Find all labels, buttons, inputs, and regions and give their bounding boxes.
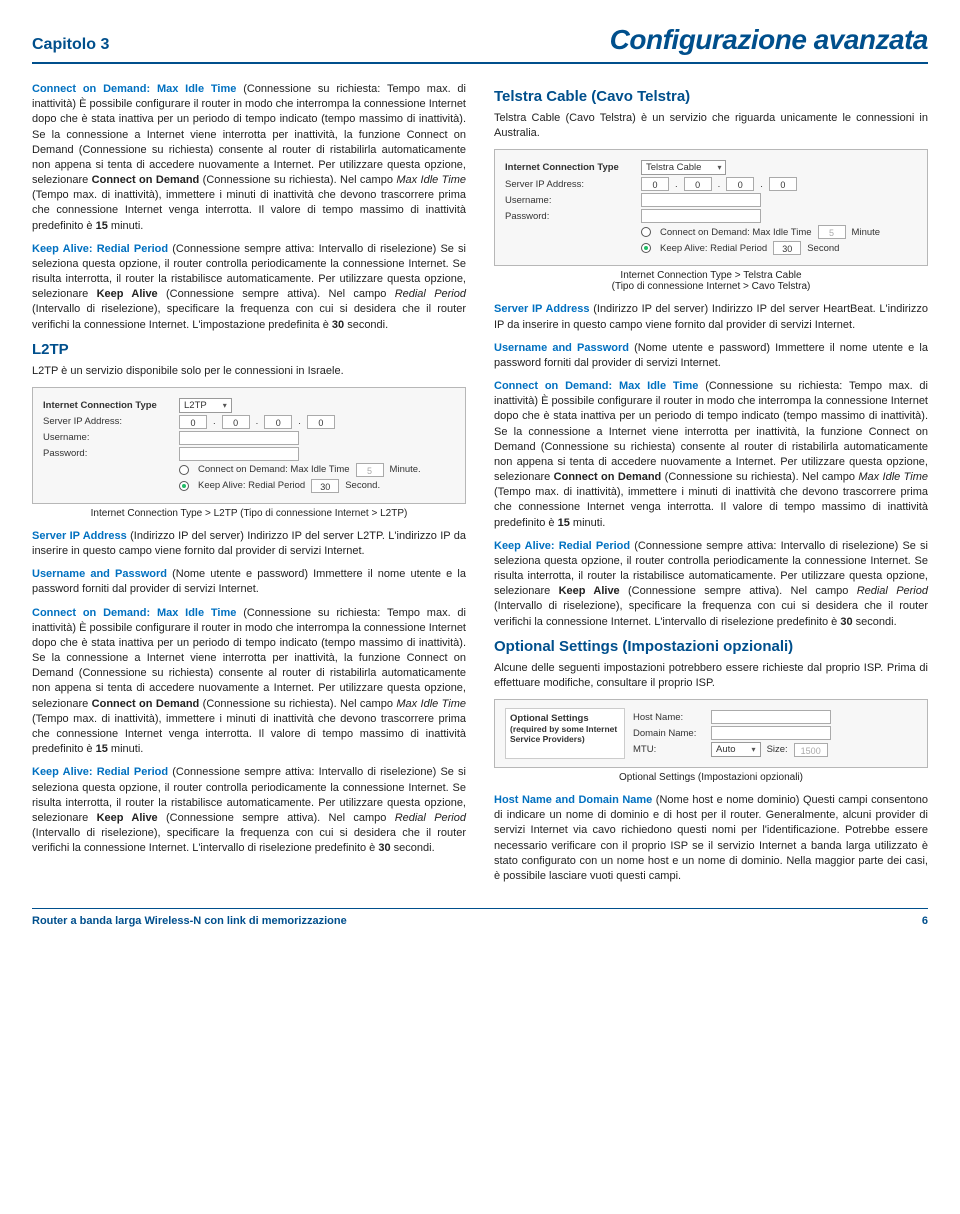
para-keepalive-2: Keep Alive: Redial Period (Connessione s… [32, 765, 466, 856]
right-column: Telstra Cable (Cavo Telstra) Telstra Cab… [494, 82, 928, 892]
chapter-label: Capitolo 3 [32, 36, 109, 54]
fig2-ip-3[interactable]: 0 [769, 177, 797, 191]
fig1-user-label: Username: [43, 432, 173, 443]
fig2-type-select[interactable]: Telstra Cable▾ [641, 160, 726, 175]
fig2-cod-label: Connect on Demand: Max Idle Time [660, 227, 812, 238]
para-cod-telstra: Connect on Demand: Max Idle Time (Connes… [494, 379, 928, 531]
fig1-cod-unit: Minute. [390, 464, 421, 475]
figure-telstra: Internet Connection Type Telstra Cable▾ … [494, 149, 928, 266]
fig3-domain-label: Domain Name: [633, 728, 705, 739]
fig1-cod-value[interactable]: 5 [356, 463, 384, 477]
figure-optional: Optional Settings (required by some Inte… [494, 699, 928, 768]
fig3-host-input[interactable] [711, 710, 831, 724]
fig1-ip-3[interactable]: 0 [307, 415, 335, 429]
para-server-ip-telstra: Server IP Address (Indirizzo IP del serv… [494, 302, 928, 332]
fig2-user-label: Username: [505, 195, 635, 206]
lead-keepalive-1: Keep Alive: Redial Period [32, 243, 168, 255]
telstra-intro: Telstra Cable (Cavo Telstra) è un serviz… [494, 111, 928, 141]
fig2-password-input[interactable] [641, 209, 761, 223]
fig2-ip-0[interactable]: 0 [641, 177, 669, 191]
fig3-panel-title2: (required by some Internet Service Provi… [510, 724, 620, 744]
lead-cod-1: Connect on Demand: Max Idle Time [32, 83, 236, 95]
fig1-username-input[interactable] [179, 431, 299, 445]
para-host-domain: Host Name and Domain Name (Nome host e n… [494, 793, 928, 884]
fig2-ip-2[interactable]: 0 [726, 177, 754, 191]
fig3-mtu-select[interactable]: Auto▾ [711, 742, 761, 757]
fig1-type-select[interactable]: L2TP▾ [179, 398, 232, 413]
para-keepalive-1: Keep Alive: Redial Period (Connessione s… [32, 242, 466, 333]
heading-l2tp: L2TP [32, 341, 466, 358]
fig1-ka-value[interactable]: 30 [311, 479, 339, 493]
fig3-host-label: Host Name: [633, 712, 705, 723]
fig2-username-input[interactable] [641, 193, 761, 207]
para-user-pass-l2tp: Username and Password (Nome utente e pas… [32, 567, 466, 597]
heading-optional: Optional Settings (Impostazioni opzional… [494, 638, 928, 655]
para-keepalive-telstra: Keep Alive: Redial Period (Connessione s… [494, 539, 928, 630]
fig3-size-label: Size: [767, 744, 788, 755]
chevron-down-icon: ▾ [223, 401, 227, 410]
page-title: Configurazione avanzata [610, 24, 928, 56]
fig3-panel-title1: Optional Settings [510, 713, 620, 724]
fig2-ka-radio[interactable] [641, 243, 651, 253]
fig2-cod-unit: Minute [852, 227, 881, 238]
fig1-ip-2[interactable]: 0 [264, 415, 292, 429]
fig2-cod-value[interactable]: 5 [818, 225, 846, 239]
fig2-caption: Internet Connection Type > Telstra Cable… [494, 270, 928, 292]
fig3-mtu-label: MTU: [633, 744, 705, 755]
fig2-ip-label: Server IP Address: [505, 179, 635, 190]
fig2-type-label: Internet Connection Type [505, 162, 635, 173]
left-column: Connect on Demand: Max Idle Time (Connes… [32, 82, 466, 892]
fig1-password-input[interactable] [179, 447, 299, 461]
header-divider [32, 62, 928, 64]
fig2-ka-value[interactable]: 30 [773, 241, 801, 255]
optional-intro: Alcune delle seguenti impostazioni potre… [494, 661, 928, 691]
fig2-ka-unit: Second [807, 243, 839, 254]
fig1-ip-0[interactable]: 0 [179, 415, 207, 429]
fig2-ka-label: Keep Alive: Redial Period [660, 243, 767, 254]
l2tp-intro: L2TP è un servizio disponibile solo per … [32, 364, 466, 379]
footer-product: Router a banda larga Wireless-N con link… [32, 915, 347, 927]
fig1-ip-label: Server IP Address: [43, 416, 173, 427]
fig2-ip-1[interactable]: 0 [684, 177, 712, 191]
fig3-domain-input[interactable] [711, 726, 831, 740]
para-user-pass-telstra: Username and Password (Nome utente e pas… [494, 341, 928, 371]
para-cod-1: Connect on Demand: Max Idle Time (Connes… [32, 82, 466, 234]
para-server-ip-l2tp: Server IP Address (Indirizzo IP del serv… [32, 529, 466, 559]
fig3-caption: Optional Settings (Impostazioni opzional… [494, 772, 928, 783]
chevron-down-icon: ▾ [717, 163, 721, 172]
footer-page-number: 6 [922, 915, 928, 927]
fig1-ka-radio[interactable] [179, 481, 189, 491]
fig2-pass-label: Password: [505, 211, 635, 222]
fig1-caption: Internet Connection Type > L2TP (Tipo di… [32, 508, 466, 519]
heading-telstra: Telstra Cable (Cavo Telstra) [494, 88, 928, 105]
fig2-cod-radio[interactable] [641, 227, 651, 237]
fig1-cod-label: Connect on Demand: Max Idle Time [198, 464, 350, 475]
fig1-cod-radio[interactable] [179, 465, 189, 475]
para-cod-2: Connect on Demand: Max Idle Time (Connes… [32, 606, 466, 758]
fig1-ip-1[interactable]: 0 [222, 415, 250, 429]
fig1-type-label: Internet Connection Type [43, 400, 173, 411]
chevron-down-icon: ▾ [752, 745, 756, 754]
fig1-ka-label: Keep Alive: Redial Period [198, 480, 305, 491]
fig1-pass-label: Password: [43, 448, 173, 459]
figure-l2tp: Internet Connection Type L2TP▾ Server IP… [32, 387, 466, 504]
fig1-ka-unit: Second. [345, 480, 380, 491]
fig3-size-value[interactable]: 1500 [794, 743, 828, 757]
